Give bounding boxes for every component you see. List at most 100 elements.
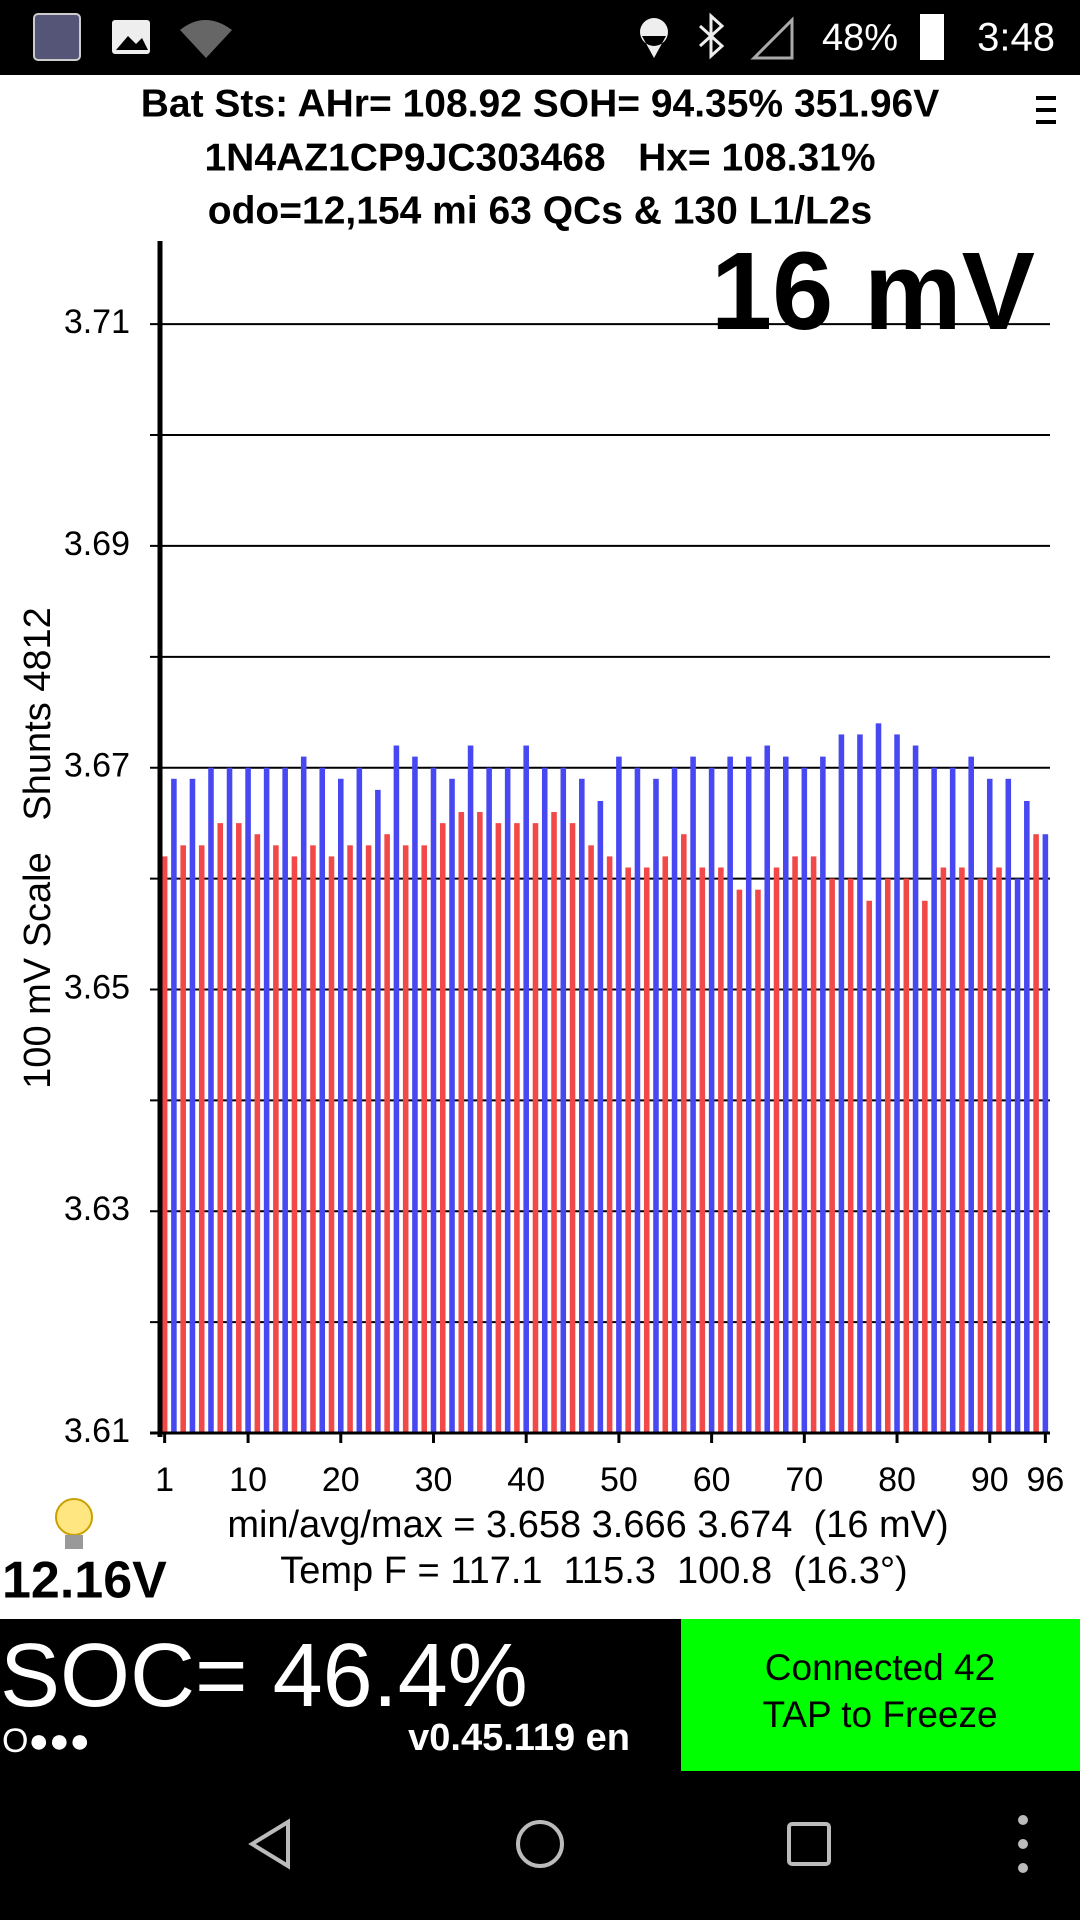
bar [254,834,261,1433]
bar [597,800,604,1433]
bar [801,767,808,1433]
bar [467,745,474,1433]
bar [634,767,641,1433]
bar [922,900,928,1433]
bar [198,845,205,1433]
battery-icon [920,14,944,60]
bar [625,867,631,1433]
bar [718,867,724,1433]
bar [551,812,557,1433]
y-tick-label: 3.69 [64,525,130,563]
bar [968,756,974,1433]
x-tick-label: 60 [693,1461,731,1499]
bar [616,756,622,1433]
bar [338,778,344,1433]
voltage-stats: min/avg/max = 3.658 3.666 3.674 (16 mV) [227,1504,948,1546]
x-tick-label: 40 [507,1461,545,1499]
bar [810,856,817,1433]
bar [282,767,288,1433]
x-tick-label: 20 [322,1461,360,1499]
bar [477,812,483,1433]
location-icon [640,18,668,58]
bar [393,745,400,1433]
bar [486,767,492,1433]
bar [977,878,984,1433]
nav-more[interactable] [1018,1815,1028,1873]
x-tick-label: 70 [785,1461,823,1499]
bar [579,778,585,1433]
y-tick-label: 3.65 [64,968,130,1006]
nav-home[interactable] [516,1820,564,1868]
bar [504,767,511,1433]
bar [792,856,798,1433]
bar [736,889,743,1433]
x-tick-label: 50 [600,1461,638,1499]
menu-icon[interactable] [1036,96,1056,124]
bar [681,834,687,1433]
bar [755,889,761,1433]
bar [829,878,835,1433]
bar [291,856,298,1433]
wifi-icon [180,20,232,58]
bar [940,867,947,1433]
spread-annotation: 16 mV [711,230,1035,353]
bar [764,745,771,1433]
bar [439,823,446,1433]
y-tick-label: 3.63 [64,1190,130,1228]
bar [245,767,251,1433]
status-dots: O●●● [2,1722,90,1760]
bar [690,756,696,1433]
bar [273,845,279,1433]
button-label: TAP to Freeze [762,1694,997,1735]
bar [421,845,427,1433]
menu-bar [1036,108,1056,112]
bar [783,756,789,1433]
nav-recents[interactable] [787,1822,831,1866]
bar [996,867,1002,1433]
bar [375,789,381,1433]
bar [458,812,465,1433]
y-axis-label: 100 mV Scale Shunts 4812 [17,607,59,1089]
dot [1018,1839,1028,1849]
bar [773,867,780,1433]
bar [1014,878,1021,1433]
bar [532,823,539,1433]
bar [838,734,845,1433]
bar [866,900,872,1433]
soc: SOC= 46.4% [0,1626,528,1726]
bar [514,823,520,1433]
bar [643,867,650,1433]
bar [745,756,752,1433]
app-icon [33,13,81,61]
x-tick-label: 90 [971,1461,1009,1499]
battery-percent: 48% [822,17,898,59]
button-label: Connected 42 [765,1647,995,1688]
bar [310,845,316,1433]
clock: 3:48 [977,16,1055,60]
nav-back[interactable] [248,1818,290,1870]
bar [495,823,502,1433]
soc-panel [0,1619,681,1771]
freeze-button[interactable]: Connected 42 TAP to Freeze [681,1619,1080,1771]
bar [300,756,307,1433]
bar [588,845,594,1433]
bar [449,778,455,1433]
bar [541,767,548,1433]
bar [727,756,733,1433]
bar [986,778,993,1433]
bar [171,778,177,1433]
bar [820,756,826,1433]
bar [263,767,270,1433]
bar [319,767,326,1433]
bar [180,845,186,1433]
bar [894,734,900,1433]
y-tick-label: 3.71 [64,303,130,341]
status-bar [0,0,1080,75]
bar [523,745,529,1433]
bar [569,823,576,1433]
x-tick-label: 30 [415,1461,453,1499]
bar [903,878,910,1433]
dot [1018,1815,1028,1825]
